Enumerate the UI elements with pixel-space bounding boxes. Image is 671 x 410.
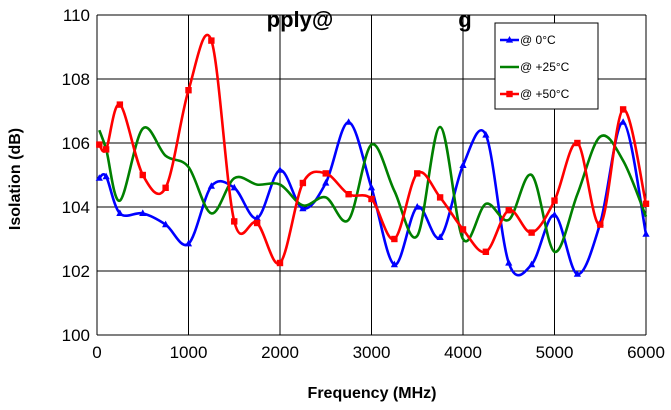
data-point	[322, 179, 330, 186]
y-tick-label: 104	[62, 198, 90, 217]
y-tick-label: 106	[62, 134, 90, 153]
data-point	[276, 259, 284, 267]
data-point	[299, 204, 307, 212]
axes: 0 1000 2000 3000 4000 5000 6000 100 102 104 106 108…	[62, 6, 665, 362]
data-point	[116, 101, 124, 108]
data-point	[505, 207, 512, 214]
data-point	[550, 211, 559, 218]
y-tick-label: 108	[62, 70, 90, 89]
y-axis-title: Isolation (dB)	[7, 128, 24, 230]
data-point	[299, 179, 307, 187]
data-point	[459, 226, 467, 233]
legend-marker	[505, 36, 514, 43]
data-point	[459, 161, 467, 168]
data-point	[528, 229, 535, 236]
data-point	[253, 214, 261, 221]
data-point	[322, 170, 329, 177]
data-point	[102, 146, 110, 153]
y-tick-label: 102	[62, 262, 90, 281]
series-3	[96, 33, 650, 267]
data-point	[528, 260, 536, 268]
data-point	[184, 239, 193, 247]
data-point	[208, 37, 215, 44]
data-point	[253, 219, 261, 227]
data-point	[573, 270, 581, 277]
legend-label: @ +50°C	[520, 87, 570, 101]
data-point	[619, 106, 627, 113]
data-point	[139, 171, 146, 179]
legend: @ 0°C @ +25°C @ +50°C	[494, 22, 599, 110]
series-line	[98, 125, 648, 254]
data-point	[642, 230, 650, 237]
data-point	[482, 248, 490, 255]
data-point	[116, 209, 124, 216]
x-tick-label: 3000	[353, 343, 391, 362]
series-2	[98, 125, 648, 254]
legend-item: @ 0°C	[500, 33, 556, 47]
data-point	[230, 183, 238, 191]
series-line	[98, 33, 648, 265]
data-point	[413, 203, 421, 210]
legend-item: @ +50°C	[500, 87, 570, 101]
x-tick-label: 5000	[536, 343, 574, 362]
x-axis-title: Frequency (MHz)	[308, 385, 437, 402]
data-point	[345, 118, 353, 125]
data-point	[619, 118, 627, 125]
data-point	[367, 183, 376, 191]
data-point	[597, 221, 604, 228]
x-tick-label: 4000	[444, 343, 482, 362]
x-tick-label: 1000	[170, 343, 208, 362]
legend-item: @ +25°C	[500, 60, 570, 74]
data-point	[436, 194, 444, 201]
data-point	[207, 182, 215, 189]
series-group	[95, 33, 650, 277]
data-point	[162, 184, 169, 191]
series-line	[98, 120, 648, 277]
data-point	[368, 195, 375, 203]
data-point	[574, 139, 581, 147]
data-point	[139, 209, 147, 216]
data-point	[276, 166, 284, 173]
data-point	[96, 141, 103, 148]
data-point	[102, 172, 110, 180]
data-point	[390, 260, 398, 268]
data-point	[642, 200, 650, 207]
y-tick-label: 100	[62, 326, 90, 345]
x-tick-label: 2000	[261, 343, 299, 362]
series-1	[95, 118, 650, 277]
chart-title-suffix: g	[458, 7, 471, 32]
data-point	[505, 259, 513, 266]
data-point	[482, 131, 490, 138]
data-point	[551, 197, 558, 204]
data-point	[414, 170, 421, 177]
x-tick-label: 6000	[627, 343, 665, 362]
chart-title-fragment: pply@	[267, 7, 334, 32]
data-point	[162, 220, 170, 228]
data-point	[436, 233, 444, 240]
data-point	[345, 191, 352, 198]
legend-marker	[506, 90, 513, 98]
legend-label: @ +25°C	[520, 60, 570, 74]
legend-label: @ 0°C	[520, 33, 556, 47]
data-point	[391, 235, 398, 243]
data-point	[95, 174, 103, 181]
y-tick-label: 110	[63, 6, 90, 25]
data-point	[231, 218, 238, 225]
data-point	[185, 87, 192, 94]
x-tick-label: 0	[92, 343, 101, 362]
